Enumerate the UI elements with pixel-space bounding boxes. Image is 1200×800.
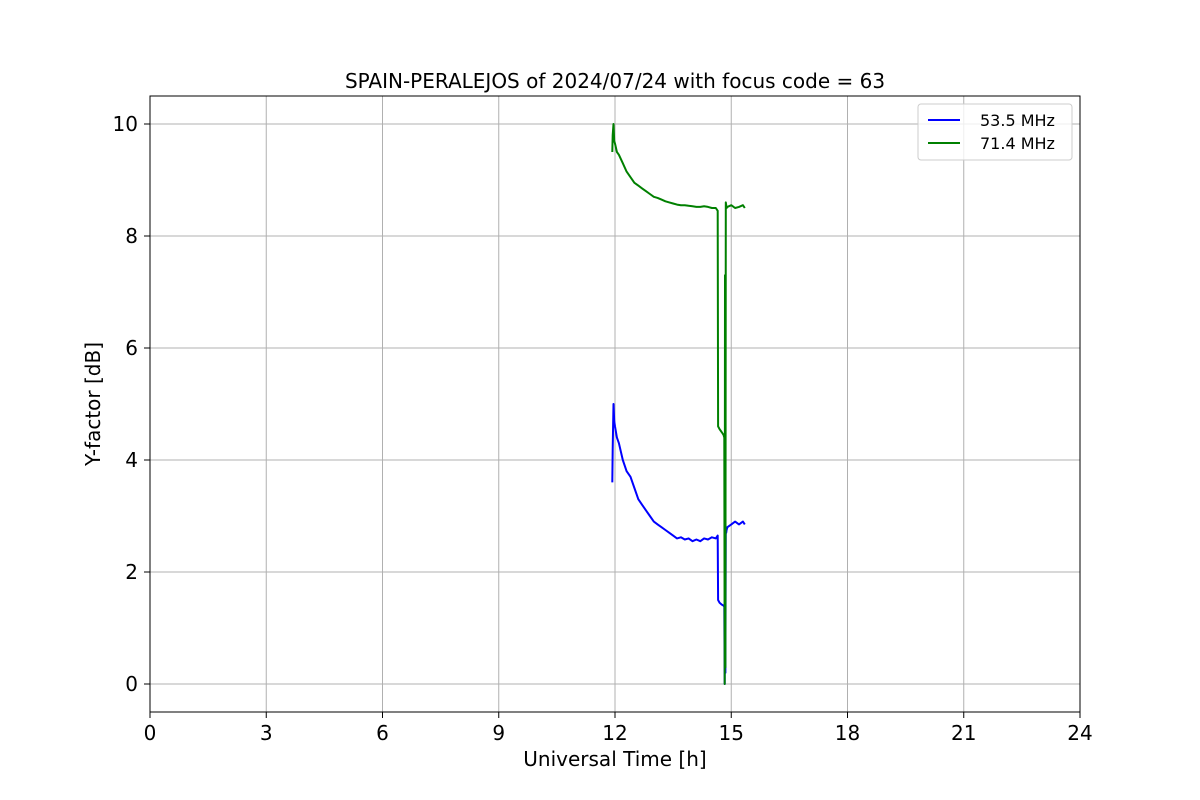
x-tick-label: 21 bbox=[951, 721, 976, 745]
x-tick-label: 3 bbox=[260, 721, 273, 745]
legend: 53.5 MHz 71.4 MHz bbox=[917, 103, 1073, 161]
y-tick-label: 2 bbox=[125, 560, 138, 584]
legend-label: 53.5 MHz bbox=[980, 111, 1055, 130]
series-line-high bbox=[611, 123, 746, 685]
y-tick-label: 6 bbox=[125, 336, 138, 360]
x-tick-label: 18 bbox=[835, 721, 860, 745]
chart-title: SPAIN-PERALEJOS of 2024/07/24 with focus… bbox=[345, 69, 885, 93]
y-axis-label: Y-factor [dB] bbox=[81, 342, 105, 467]
x-tick-label: 6 bbox=[376, 721, 389, 745]
x-tick-label: 0 bbox=[144, 721, 157, 745]
x-tick-label: 9 bbox=[492, 721, 505, 745]
y-tick-label: 8 bbox=[125, 224, 138, 248]
y-tick-label: 10 bbox=[113, 112, 138, 136]
series-layer bbox=[611, 123, 746, 685]
legend-label: 71.4 MHz bbox=[980, 134, 1055, 153]
x-axis-label: Universal Time [h] bbox=[523, 747, 706, 771]
x-tick-label: 12 bbox=[602, 721, 627, 745]
y-tick-label: 0 bbox=[125, 672, 138, 696]
x-tick-label: 15 bbox=[719, 721, 744, 745]
x-tick-label: 24 bbox=[1067, 721, 1092, 745]
legend-box bbox=[917, 103, 1073, 161]
y-tick-label: 4 bbox=[125, 448, 138, 472]
